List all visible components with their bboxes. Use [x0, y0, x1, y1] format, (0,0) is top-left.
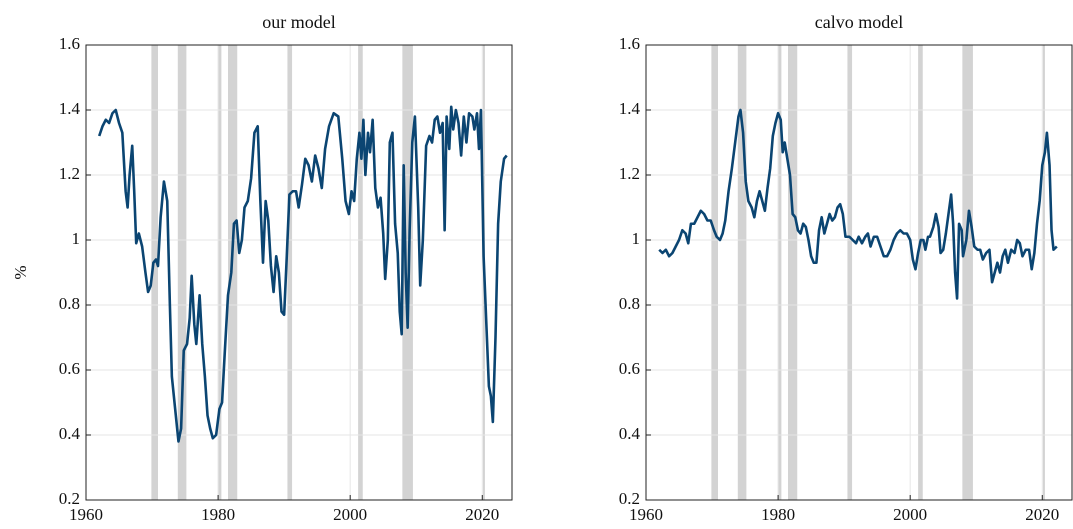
- data-line: [97, 105, 508, 443]
- recession-band: [218, 45, 222, 500]
- y-tick-label: 1.4: [619, 99, 641, 118]
- recession-band: [918, 45, 923, 500]
- recession-band: [711, 45, 718, 500]
- y-tick-label: 0.4: [59, 424, 81, 443]
- y-tick-label: 0.6: [59, 359, 80, 378]
- y-tick-label: 1: [632, 229, 641, 248]
- y-tick-label: 1.6: [619, 34, 640, 53]
- y-tick-label: 0.8: [59, 294, 80, 313]
- x-tick-label: 1980: [761, 505, 795, 524]
- y-tick-label: 0.2: [619, 489, 640, 508]
- chart-title: calvo model: [815, 12, 903, 32]
- x-tick-label: 1960: [69, 505, 103, 524]
- axes-box: [85, 44, 513, 501]
- x-tick-label: 2020: [1025, 505, 1059, 524]
- recession-band: [737, 45, 747, 500]
- recession-band: [228, 45, 238, 500]
- y-tick-label: 0.4: [619, 424, 641, 443]
- y-tick-label: 1.2: [619, 164, 640, 183]
- recession-band: [358, 45, 363, 500]
- data-line: [658, 108, 1058, 300]
- x-tick-label: 2000: [333, 505, 367, 524]
- recession-band: [1042, 45, 1045, 500]
- recession-band: [151, 45, 158, 500]
- x-tick-label: 1960: [629, 505, 663, 524]
- y-tick-label: 1.4: [59, 99, 81, 118]
- x-tick-label: 2020: [465, 505, 499, 524]
- recession-band: [287, 45, 293, 500]
- y-tick-label: 0.8: [619, 294, 640, 313]
- recession-band: [778, 45, 782, 500]
- y-tick-label: 0.2: [59, 489, 80, 508]
- y-axis-label: %: [11, 265, 30, 279]
- y-tick-label: 1.6: [59, 34, 80, 53]
- recession-band: [962, 45, 973, 500]
- y-tick-label: 1.2: [59, 164, 80, 183]
- recession-band: [847, 45, 853, 500]
- y-tick-label: 0.6: [619, 359, 640, 378]
- x-tick-label: 1980: [201, 505, 235, 524]
- axes-box: [645, 44, 1073, 501]
- y-tick-label: 1: [72, 229, 81, 248]
- recession-band: [177, 45, 187, 500]
- chart-title: our model: [262, 12, 336, 32]
- recession-band: [788, 45, 798, 500]
- x-tick-label: 2000: [893, 505, 927, 524]
